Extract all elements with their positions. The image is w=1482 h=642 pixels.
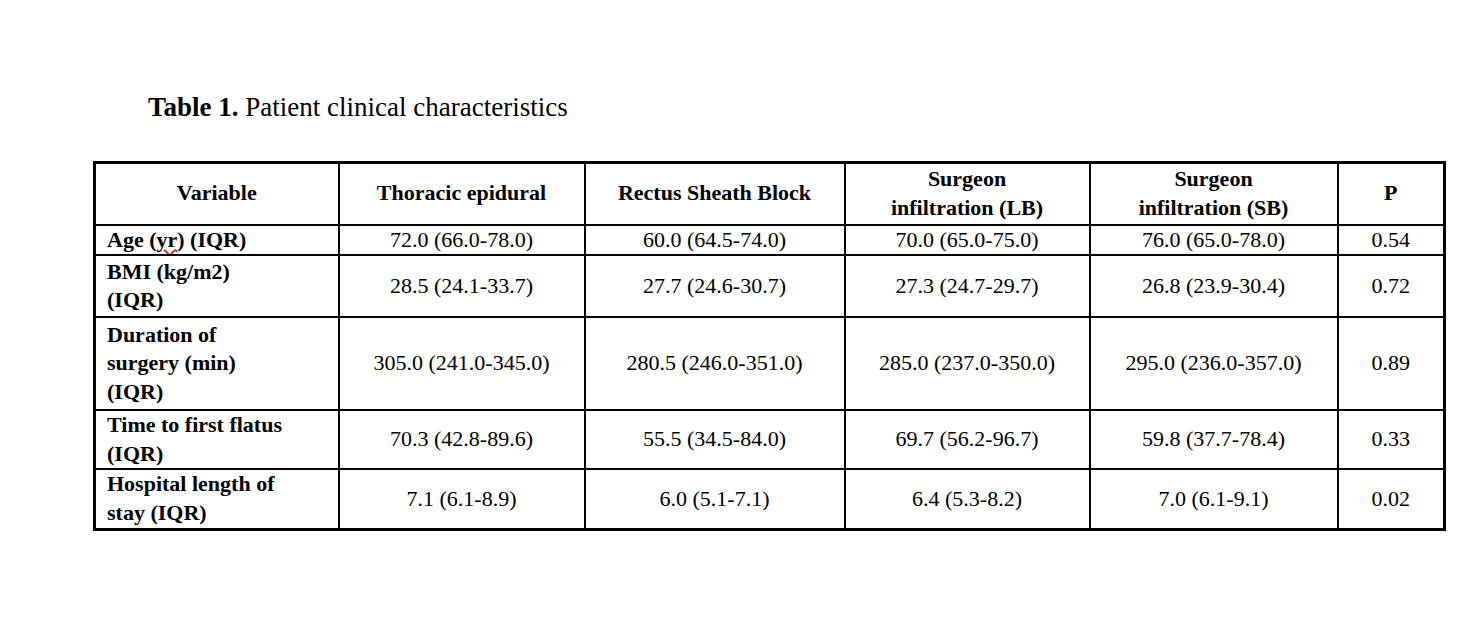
row-label-line: Hospital length of xyxy=(107,470,334,499)
cell-flatus-rectus-sheath-block: 55.5 (34.5-84.0) xyxy=(585,410,845,469)
header-line: infiltration (SB) xyxy=(1096,194,1332,223)
column-header-surgeon-infiltration-lb: Surgeon infiltration (LB) xyxy=(845,163,1090,225)
spellcheck-underlined-text: yr xyxy=(156,227,177,252)
row-label-text: Age ( xyxy=(107,227,156,252)
row-label-line: (IQR) xyxy=(107,440,334,469)
row-label-bmi: BMI (kg/m2) (IQR) xyxy=(95,255,339,317)
cell-bmi-surgeon-infiltration-sb: 26.8 (23.9-30.4) xyxy=(1090,255,1338,317)
row-label-time-to-first-flatus: Time to first flatus (IQR) xyxy=(95,410,339,469)
cell-flatus-p-value: 0.33 xyxy=(1338,410,1445,469)
cell-bmi-thoracic-epidural: 28.5 (24.1-33.7) xyxy=(339,255,585,317)
row-label-duration-of-surgery: Duration of surgery (min) (IQR) xyxy=(95,317,339,410)
cell-age-surgeon-infiltration-lb: 70.0 (65.0-75.0) xyxy=(845,225,1090,256)
row-label-hospital-length-of-stay: Hospital length of stay (IQR) xyxy=(95,469,339,529)
cell-bmi-p-value: 0.72 xyxy=(1338,255,1445,317)
table-row-bmi: BMI (kg/m2) (IQR) 28.5 (24.1-33.7) 27.7 … xyxy=(95,255,1445,317)
column-header-surgeon-infiltration-sb: Surgeon infiltration (SB) xyxy=(1090,163,1338,225)
cell-duration-p-value: 0.89 xyxy=(1338,317,1445,410)
column-header-p-value: P xyxy=(1338,163,1445,225)
cell-bmi-surgeon-infiltration-lb: 27.3 (24.7-29.7) xyxy=(845,255,1090,317)
table-row-duration-of-surgery: Duration of surgery (min) (IQR) 305.0 (2… xyxy=(95,317,1445,410)
cell-hospital-thoracic-epidural: 7.1 (6.1-8.9) xyxy=(339,469,585,529)
row-label-line: Duration of xyxy=(107,321,334,350)
clinical-characteristics-table: Variable Thoracic epidural Rectus Sheath… xyxy=(93,161,1446,531)
table-row-hospital-length-of-stay: Hospital length of stay (IQR) 7.1 (6.1-8… xyxy=(95,469,1445,529)
cell-duration-thoracic-epidural: 305.0 (241.0-345.0) xyxy=(339,317,585,410)
cell-hospital-surgeon-infiltration-lb: 6.4 (5.3-8.2) xyxy=(845,469,1090,529)
row-label-line: (IQR) xyxy=(107,286,334,315)
column-header-thoracic-epidural: Thoracic epidural xyxy=(339,163,585,225)
table-title-number: Table 1. xyxy=(148,92,239,122)
header-line: Rectus Sheath Block xyxy=(591,179,839,208)
column-header-variable: Variable xyxy=(95,163,339,225)
cell-bmi-rectus-sheath-block: 27.7 (24.6-30.7) xyxy=(585,255,845,317)
header-line: Thoracic epidural xyxy=(345,179,579,208)
cell-duration-surgeon-infiltration-sb: 295.0 (236.0-357.0) xyxy=(1090,317,1338,410)
header-line: P xyxy=(1344,179,1439,208)
row-label-line: Time to first flatus xyxy=(107,411,334,440)
header-line: infiltration (LB) xyxy=(851,194,1084,223)
cell-age-p-value: 0.54 xyxy=(1338,225,1445,256)
row-label-line: BMI (kg/m2) xyxy=(107,258,334,287)
table-title-text: Patient clinical characteristics xyxy=(245,92,567,122)
cell-age-surgeon-infiltration-sb: 76.0 (65.0-78.0) xyxy=(1090,225,1338,256)
header-line: Variable xyxy=(101,179,333,208)
row-label-text: ) (IQR) xyxy=(177,227,246,252)
row-label-line: surgery (min) xyxy=(107,349,334,378)
table-row-age: Age (yr) (IQR) 72.0 (66.0-78.0) 60.0 (64… xyxy=(95,225,1445,256)
table-row-time-to-first-flatus: Time to first flatus (IQR) 70.3 (42.8-89… xyxy=(95,410,1445,469)
cell-flatus-surgeon-infiltration-sb: 59.8 (37.7-78.4) xyxy=(1090,410,1338,469)
row-label-line: (IQR) xyxy=(107,378,334,407)
cell-flatus-thoracic-epidural: 70.3 (42.8-89.6) xyxy=(339,410,585,469)
cell-duration-rectus-sheath-block: 280.5 (246.0-351.0) xyxy=(585,317,845,410)
cell-age-thoracic-epidural: 72.0 (66.0-78.0) xyxy=(339,225,585,256)
cell-flatus-surgeon-infiltration-lb: 69.7 (56.2-96.7) xyxy=(845,410,1090,469)
header-row: Variable Thoracic epidural Rectus Sheath… xyxy=(95,163,1445,225)
row-label-line: stay (IQR) xyxy=(107,499,334,528)
header-line: Surgeon xyxy=(851,165,1084,194)
table-title: Table 1. Patient clinical characteristic… xyxy=(148,91,568,123)
column-header-rectus-sheath-block: Rectus Sheath Block xyxy=(585,163,845,225)
cell-hospital-surgeon-infiltration-sb: 7.0 (6.1-9.1) xyxy=(1090,469,1338,529)
cell-hospital-rectus-sheath-block: 6.0 (5.1-7.1) xyxy=(585,469,845,529)
cell-age-rectus-sheath-block: 60.0 (64.5-74.0) xyxy=(585,225,845,256)
document-page: Table 1. Patient clinical characteristic… xyxy=(0,0,1482,642)
row-label-line: Age (yr) (IQR) xyxy=(107,226,334,255)
row-label-age: Age (yr) (IQR) xyxy=(95,225,339,256)
cell-hospital-p-value: 0.02 xyxy=(1338,469,1445,529)
cell-duration-surgeon-infiltration-lb: 285.0 (237.0-350.0) xyxy=(845,317,1090,410)
header-line: Surgeon xyxy=(1096,165,1332,194)
